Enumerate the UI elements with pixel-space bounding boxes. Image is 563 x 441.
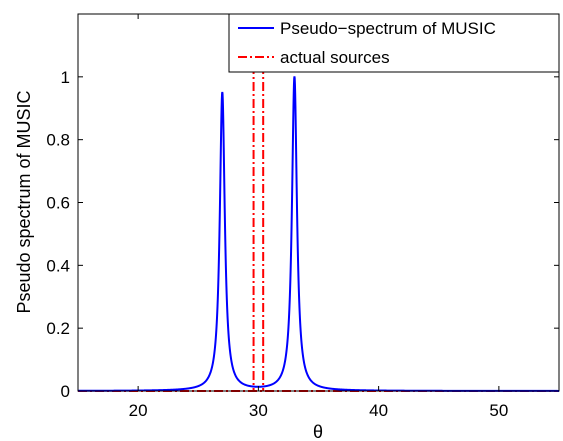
y-tick-label: 0 [61,382,70,401]
y-tick-label: 0.6 [46,194,70,213]
plot-area [78,14,559,391]
x-tick-label: 40 [369,401,388,420]
legend-label-sources: actual sources [280,48,390,67]
x-tick-label: 50 [489,401,508,420]
x-tick-label: 20 [129,401,148,420]
y-tick-label: 0.2 [46,319,70,338]
y-axis-label: Pseudo spectrum of MUSIC [14,90,34,313]
x-axis-label: θ [313,422,323,441]
y-tick-label: 1 [61,68,70,87]
y-tick-label: 0.8 [46,131,70,150]
legend-label-spectrum: Pseudo−spectrum of MUSIC [280,19,496,38]
y-tick-label: 0.4 [46,256,70,275]
x-tick-label: 30 [249,401,268,420]
legend: Pseudo−spectrum of MUSIC actual sources [228,13,560,73]
legend-box [228,13,560,73]
tick-layer: 20 30 40 50 0 0.2 0.4 0.6 0.8 1 [46,14,559,420]
